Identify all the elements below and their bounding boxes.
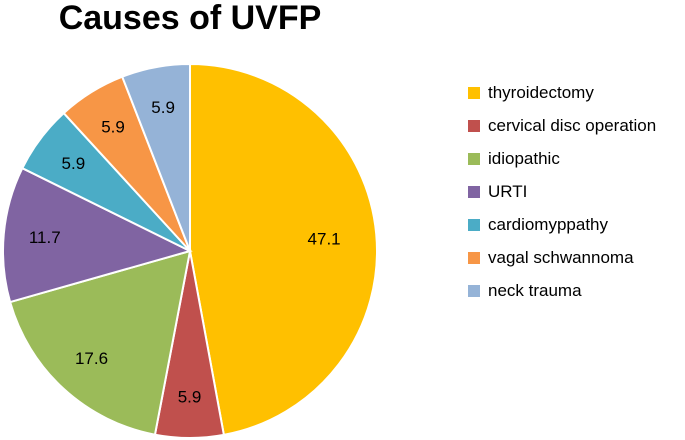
pie-slice-idiopathic xyxy=(8,249,192,436)
legend-item-cervical-disc-operation: cervical disc operation xyxy=(468,109,656,142)
legend-label: URTI xyxy=(488,181,528,201)
legend-label: cervical disc operation xyxy=(488,115,657,135)
legend-item-urti: URTI xyxy=(468,175,656,208)
legend-label: thyroidectomy xyxy=(488,82,594,102)
legend-swatch xyxy=(468,218,480,231)
data-label-neck-trauma: 5.9 xyxy=(151,98,175,117)
legend-label: idiopathic xyxy=(488,148,560,168)
data-label-cardiomyppathy: 5.9 xyxy=(62,154,86,173)
legend-swatch xyxy=(468,86,480,99)
chart-title: Causes of UVFP xyxy=(58,0,322,37)
legend-swatch xyxy=(468,251,480,264)
legend-item-cardiomyppathy: cardiomyppathy xyxy=(468,208,656,241)
data-label-vagal-schwannoma: 5.9 xyxy=(101,118,125,137)
legend-item-vagal-schwannoma: vagal schwannoma xyxy=(468,241,656,274)
legend: thyroidectomy cervical disc operation idio… xyxy=(468,76,656,307)
data-label-idiopathic: 17.6 xyxy=(75,349,108,368)
data-label-urti: 11.7 xyxy=(29,228,61,247)
legend-swatch xyxy=(468,284,480,297)
data-label-thyroidectomy: 47.1 xyxy=(308,229,341,248)
legend-item-neck-trauma: neck trauma xyxy=(468,274,656,307)
pie-slice-thyroidectomy xyxy=(189,62,378,437)
pie-slice-neck-trauma xyxy=(120,62,191,252)
legend-swatch xyxy=(468,185,480,198)
legend-item-thyroidectomy: thyroidectomy xyxy=(468,76,656,109)
pie-slice-urti xyxy=(2,166,193,304)
legend-swatch xyxy=(468,119,480,132)
legend-item-idiopathic: idiopathic xyxy=(468,142,656,175)
legend-label: cardiomyppathy xyxy=(488,214,609,234)
legend-swatch xyxy=(468,152,480,165)
legend-label: neck trauma xyxy=(488,280,582,300)
data-label-cervical-disc-operation: 5.9 xyxy=(178,387,202,406)
legend-label: vagal schwannoma xyxy=(488,247,634,267)
